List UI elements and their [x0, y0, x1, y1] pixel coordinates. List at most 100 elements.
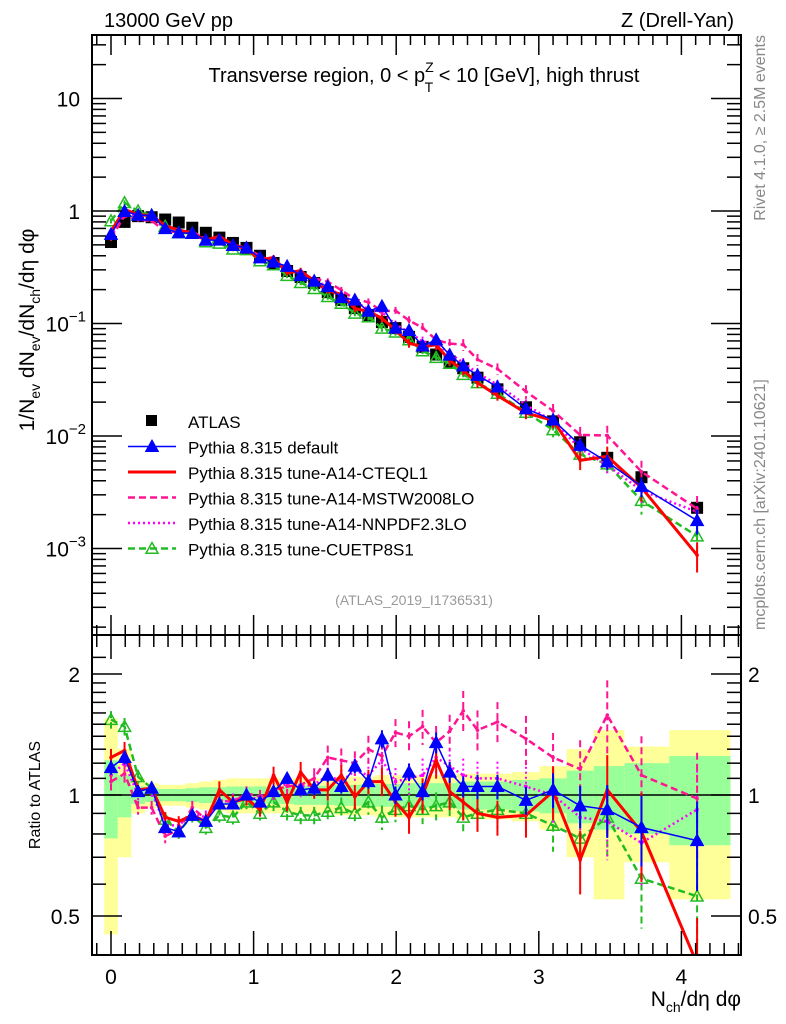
- series-2-ratio-marker: [366, 747, 371, 752]
- series-2-ratio-marker: [190, 805, 195, 810]
- series-2-ratio-marker: [380, 754, 384, 758]
- series-0-main-marker: [518, 401, 534, 415]
- series-0-ratio-marker: [117, 749, 132, 763]
- series-1-ratio-marker: [217, 788, 222, 792]
- series-0-ratio-marker: [572, 798, 588, 812]
- series-2-ratio-marker: [325, 755, 330, 760]
- plot-title: Transverse region, 0 < pZ T < 10 [GeV], h…: [209, 59, 640, 95]
- series-4-ratio-marker: [374, 809, 390, 823]
- series-1-main-marker: [380, 316, 384, 321]
- legend-label-2: Pythia 8.315 tune-A14-MSTW2008LO: [188, 490, 474, 509]
- ratio-y-tick-label-right: 2: [748, 664, 760, 687]
- series-1-ratio-marker: [271, 773, 276, 778]
- title-sub: T: [425, 79, 434, 95]
- series-1-main-marker: [495, 393, 500, 398]
- series-0-ratio-marker: [103, 760, 119, 774]
- ylabel-c: /dN: [16, 304, 39, 337]
- series-4-ratio-marker: [689, 888, 705, 902]
- series-0-ratio-marker: [144, 780, 159, 794]
- series-0-main-marker: [455, 358, 471, 372]
- series-1-ratio-marker: [109, 755, 113, 760]
- series-2-ratio-marker: [285, 784, 289, 789]
- series-0-ratio-marker: [428, 735, 444, 749]
- series-2-ratio-marker: [695, 796, 699, 801]
- series-1-main-marker: [353, 306, 357, 311]
- series-0-ratio-marker: [361, 774, 376, 788]
- series-0-ratio-marker: [198, 813, 214, 827]
- stat-uncertainty-band: [669, 756, 731, 846]
- series-0-main-marker: [225, 237, 241, 252]
- legend-atlas-label: ATLAS: [188, 413, 241, 432]
- series-1-ratio-marker: [325, 788, 330, 792]
- series-0-main-marker: [239, 240, 254, 254]
- x-tick-label: 2: [390, 966, 402, 989]
- series-0-main-marker: [401, 322, 417, 337]
- series-0-main-marker: [252, 250, 268, 264]
- series-0-ratio-marker: [634, 819, 649, 834]
- x-tick-label: 1: [248, 966, 260, 989]
- legend: ATLAS Pythia 8.315 default Pythia 8.315 tu…: [128, 413, 474, 560]
- series-0-ratio-marker: [415, 783, 430, 798]
- series-2-ratio-marker: [447, 729, 452, 734]
- ylabel-b: dN: [16, 351, 39, 384]
- legend-label-3: Pythia 8.315 tune-A14-NNPDF2.3LO: [188, 515, 467, 534]
- series-0-ratio-marker: [442, 764, 457, 778]
- series-1-ratio-marker: [407, 815, 411, 820]
- series-1-ratio-marker: [578, 857, 582, 862]
- series-0-ratio-marker: [225, 796, 241, 810]
- series-1-main-marker: [475, 381, 480, 385]
- series-4-ratio-marker: [252, 805, 268, 819]
- series-2-main-marker: [407, 318, 411, 323]
- series-1-main-marker: [695, 553, 699, 557]
- series-4-ratio-marker: [293, 807, 308, 821]
- mcplots-note: mcplots.cern.ch [arXiv:2401.10621]: [752, 379, 769, 630]
- series-4-main-marker: [279, 268, 295, 282]
- series-2-ratio-marker: [393, 730, 398, 735]
- xlabel-a: N: [651, 988, 666, 1011]
- series-0-ratio-marker: [252, 794, 268, 808]
- series-4-main-marker: [428, 349, 444, 364]
- series-0-ratio-marker: [212, 796, 227, 810]
- series-4-ratio-marker: [455, 809, 471, 823]
- series-2-main-marker: [420, 325, 425, 330]
- series-4-ratio-marker: [117, 719, 132, 733]
- xlabel-b: /dη dφ: [681, 988, 741, 1011]
- series-4-ratio-marker: [266, 794, 281, 808]
- x-tick-label: 4: [676, 966, 688, 989]
- series-1-ratio-marker: [258, 807, 262, 812]
- legend-atlas-marker: [146, 415, 157, 426]
- series-0-main-marker: [185, 225, 200, 239]
- series-2-ratio-marker: [461, 708, 466, 713]
- series-1-ratio-marker: [285, 800, 289, 804]
- series-1-ratio-marker: [380, 779, 384, 784]
- series-0-main-marker: [572, 437, 588, 451]
- y-axis-label: 1/Nev dNev/dNch/dη dφ: [16, 229, 43, 432]
- series-4-ratio-marker: [361, 794, 376, 808]
- series-0-ratio-marker: [374, 731, 390, 745]
- series-0-main-marker: [428, 332, 444, 346]
- series-1-ratio-marker: [353, 794, 357, 799]
- series-4-ratio-marker: [415, 802, 430, 816]
- y-tick-base: 10: [46, 539, 69, 562]
- series-2-ratio-marker: [551, 755, 555, 760]
- ylabel-a: 1/N: [16, 399, 39, 432]
- series-0-ratio-marker: [130, 783, 146, 798]
- y-tick-exponent: −1: [69, 309, 86, 326]
- series-0-ratio-marker: [279, 770, 295, 784]
- series-1-ratio-marker: [298, 770, 303, 774]
- series-4-main-marker: [374, 320, 390, 334]
- series-0-ratio-marker: [306, 780, 322, 794]
- series-2-ratio-marker: [163, 834, 167, 838]
- main-series-group: [103, 195, 705, 573]
- series-0-main-marker: [320, 279, 336, 293]
- series-2-main-marker: [551, 409, 555, 413]
- series-2-ratio-marker: [109, 779, 113, 784]
- series-2-main-marker: [578, 433, 582, 437]
- series-1-ratio-marker: [176, 819, 181, 824]
- series-1-ratio-marker: [434, 758, 438, 763]
- series-2-ratio-marker: [407, 734, 411, 739]
- series-0-main-marker: [545, 412, 561, 426]
- series-0-ratio-marker: [347, 758, 363, 772]
- series-2-main-marker: [393, 308, 398, 313]
